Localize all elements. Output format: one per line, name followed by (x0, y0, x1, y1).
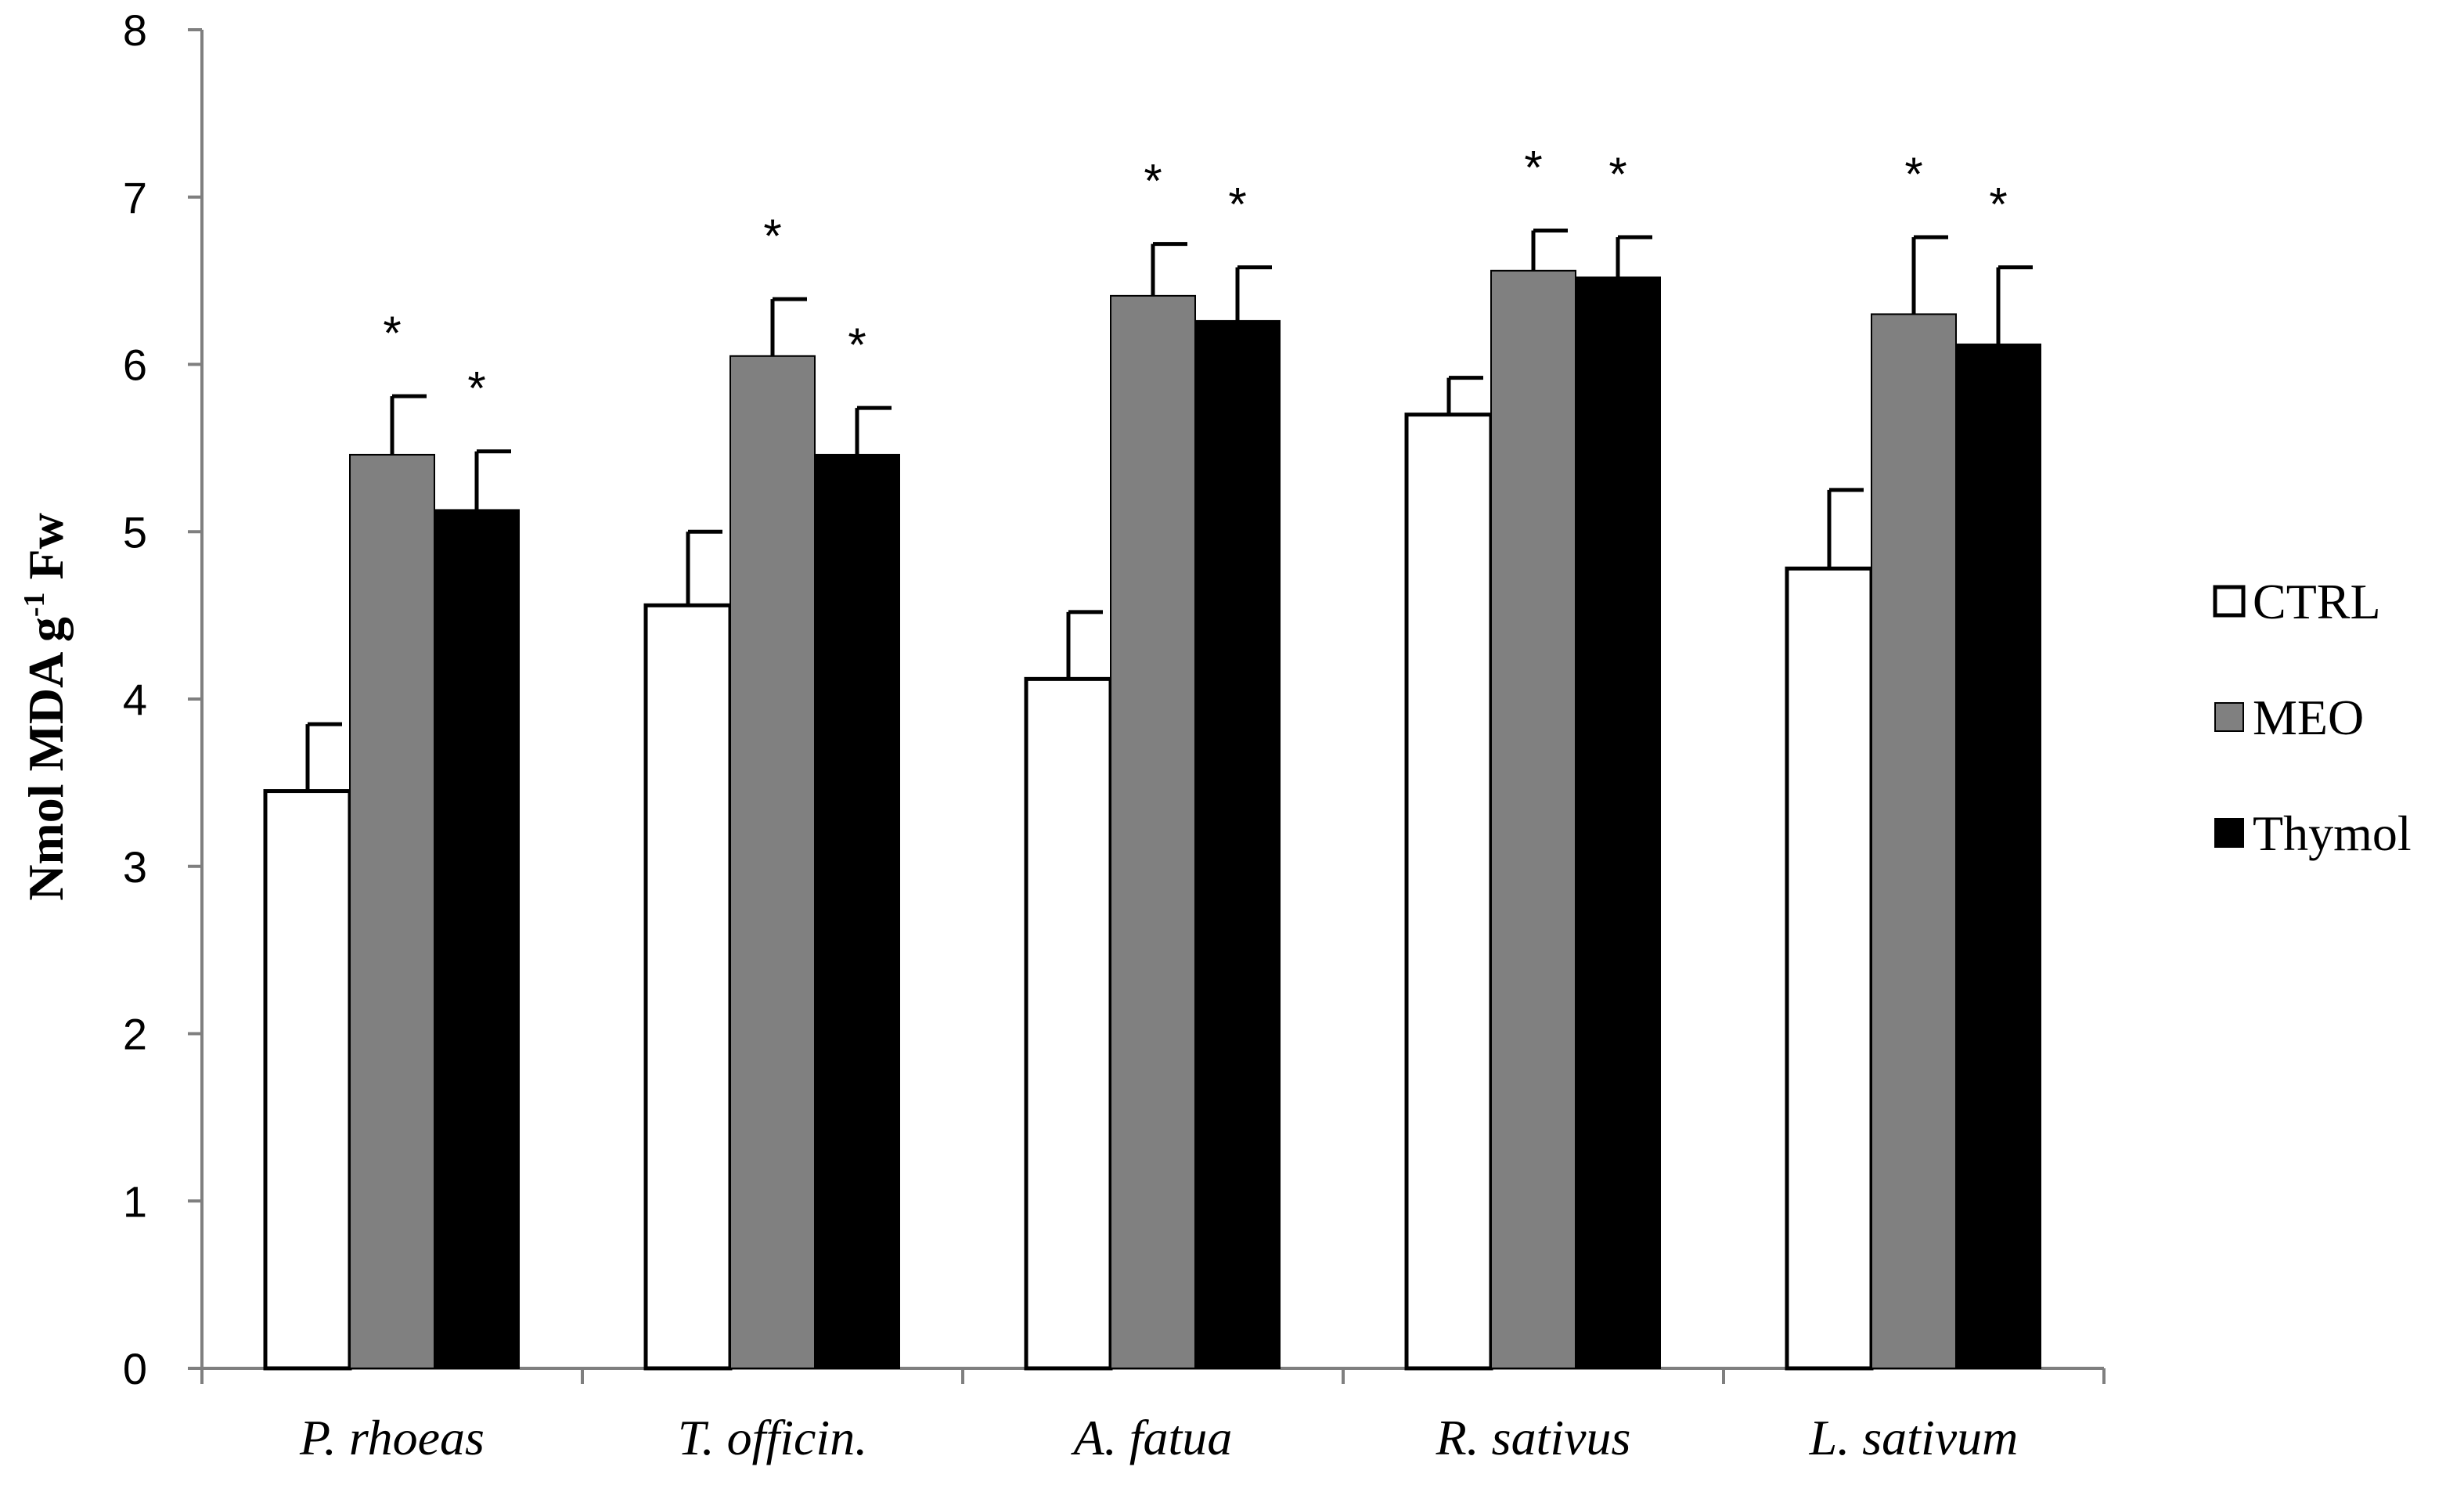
bar-ctrl-1 (643, 603, 733, 1371)
x-tick-label: P. rhoeas (299, 1410, 485, 1465)
bar-thymol-1 (814, 453, 900, 1369)
legend: CTRL MEO Thymol (2213, 574, 2412, 861)
bar-meo-4 (1871, 313, 1957, 1369)
y-tick-label: 5 (123, 507, 147, 557)
significance-marker: * (1144, 155, 1162, 207)
bar-ctrl-3 (1404, 413, 1493, 1371)
legend-swatch-meo (2214, 702, 2244, 732)
bar-meo-1 (729, 355, 816, 1369)
y-tick-label: 7 (123, 173, 147, 222)
y-axis-label: Nmol MDA g-1 Fw (18, 513, 74, 901)
x-tick-label: L. sativum (1809, 1410, 2019, 1465)
bar-meo-3 (1490, 269, 1576, 1369)
significance-marker: * (467, 362, 485, 415)
y-tick-label: 1 (123, 1177, 147, 1226)
significance-marker: * (1524, 142, 1542, 194)
y-tick-label: 3 (123, 842, 147, 892)
legend-swatch-thymol (2214, 818, 2244, 848)
legend-label-ctrl: CTRL (2253, 574, 2381, 629)
x-tick-label: A. fatua (1071, 1410, 1233, 1465)
significance-marker: * (1904, 148, 1922, 200)
legend-label-meo: MEO (2253, 690, 2364, 745)
significance-marker: * (848, 319, 866, 371)
bar-thymol-4 (1955, 343, 2041, 1370)
bar-thymol-3 (1575, 276, 1661, 1370)
significance-marker: * (1608, 148, 1626, 200)
bars (263, 229, 2041, 1371)
bar-ctrl-2 (1024, 676, 1113, 1371)
bar-thymol-2 (1194, 319, 1281, 1369)
legend-swatch-ctrl (2213, 585, 2246, 618)
bar-thymol-0 (434, 509, 520, 1369)
significance-marker: * (1989, 178, 2007, 231)
significance-marker: * (1228, 178, 1246, 231)
y-tick-label: 4 (123, 675, 147, 724)
y-tick-label: 0 (123, 1344, 147, 1393)
bar-ctrl-0 (263, 789, 352, 1371)
x-tick-label: R. sativus (1436, 1410, 1631, 1465)
x-tick-label: T. officin. (678, 1410, 867, 1465)
bar-ctrl-4 (1785, 566, 1874, 1371)
y-tick-label: 8 (123, 5, 147, 55)
y-tick-label: 2 (123, 1010, 147, 1059)
significance-marker: * (383, 307, 401, 359)
bar-meo-2 (1110, 294, 1196, 1369)
bar-meo-0 (349, 453, 435, 1369)
significance-marker: * (763, 210, 781, 262)
y-tick-label: 6 (123, 341, 147, 390)
labels: 0 1 2 3 4 5 6 7 8 * * P. rhoeas * * T. officin. * * A. fa… (18, 5, 2018, 1465)
legend-label-thymol: Thymol (2253, 805, 2412, 861)
